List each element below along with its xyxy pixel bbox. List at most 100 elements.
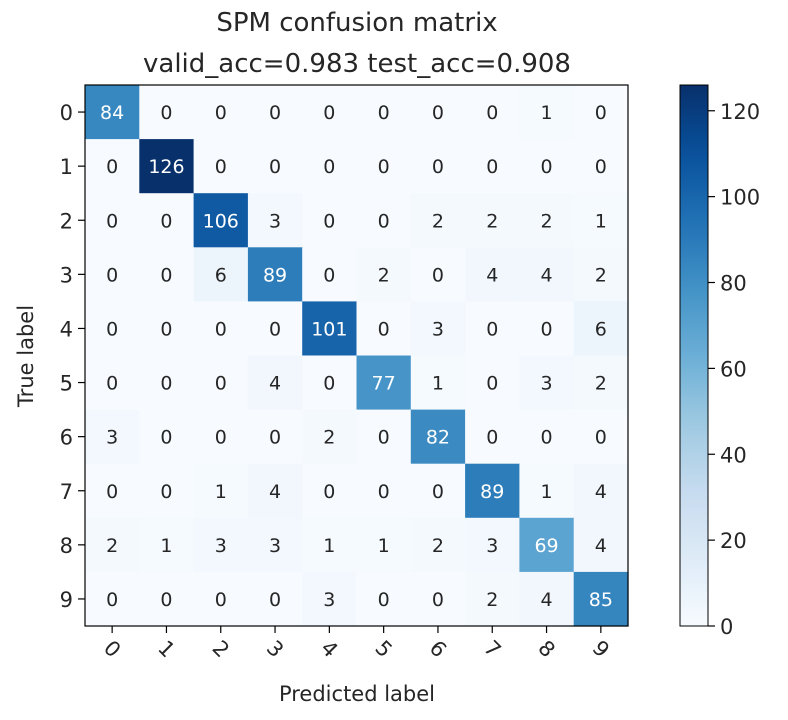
heatmap-cell: [519, 193, 575, 248]
heatmap-cell: [410, 463, 466, 519]
cell-value-label: 106: [203, 210, 239, 232]
cell-value-label: 0: [432, 102, 444, 124]
heatmap-cell: [302, 247, 358, 302]
heatmap-cell: [247, 193, 303, 248]
heatmap-cell: [410, 355, 466, 411]
cell-value-label: 84: [100, 102, 124, 124]
heatmap-cell: [410, 139, 466, 194]
cell-value-label: 0: [269, 156, 281, 178]
heatmap-cell: [139, 247, 195, 302]
colorbar-tick-label: 20: [720, 529, 747, 553]
cell-value-label: 0: [595, 102, 607, 124]
heatmap-cell: [139, 517, 195, 573]
colorbar: [679, 84, 709, 627]
heatmap-cell: [573, 517, 629, 573]
heatmap-cell: [193, 571, 249, 627]
heatmap-cell: [519, 355, 575, 411]
heatmap-cell: [85, 301, 140, 357]
heatmap-cell: [139, 85, 195, 140]
cell-value-label: 2: [595, 373, 607, 395]
cell-value-label: 1: [323, 535, 335, 557]
heatmap-cell: [519, 139, 575, 194]
cell-value-label: 3: [432, 318, 444, 340]
heatmap-cell: [247, 247, 303, 302]
cell-value-label: 0: [106, 373, 118, 395]
cell-value-label: 1: [541, 481, 553, 503]
cell-value-label: 0: [595, 427, 607, 449]
heatmap-cells: [85, 85, 629, 627]
heatmap-cell: [247, 85, 303, 140]
cell-value-label: 0: [378, 210, 390, 232]
cell-value-label: 0: [215, 373, 227, 395]
cell-value-label: 3: [215, 535, 227, 557]
heatmap-cell: [193, 247, 249, 302]
cell-value-label: 89: [263, 264, 287, 286]
cell-value-label: 2: [106, 535, 118, 557]
cell-value-label: 3: [486, 535, 498, 557]
cell-value-label: 0: [106, 156, 118, 178]
heatmap-cell: [302, 85, 358, 140]
x-axis-ticks: 0 1 2 3 4 5 6 7 8 9: [99, 626, 614, 662]
heatmap-cell: [519, 517, 575, 573]
cell-value-label: 0: [160, 264, 172, 286]
heatmap-cell: [85, 247, 140, 302]
x-tick-label: 0: [99, 636, 125, 662]
y-tick-label: 4: [60, 317, 73, 341]
heatmap-cell: [410, 301, 466, 357]
y-tick-label: 0: [60, 101, 73, 125]
heatmap-cell: [573, 463, 629, 519]
cell-value-label: 0: [215, 156, 227, 178]
cell-value-label: 4: [269, 481, 281, 503]
x-tick-label: 4: [316, 636, 342, 662]
cell-value-label: 126: [148, 156, 184, 178]
heatmap-cell: [302, 409, 358, 465]
cell-value-label: 0: [541, 318, 553, 340]
heatmap-cell: [302, 463, 358, 519]
heatmap-cell: [193, 139, 249, 194]
x-tick-label: 2: [208, 636, 234, 662]
heatmap-cell: [193, 301, 249, 357]
cell-value-label: 6: [595, 318, 607, 340]
cell-value-label: 0: [106, 318, 118, 340]
cell-value-label: 1: [432, 373, 444, 395]
colorbar-tick-label: 100: [720, 186, 760, 210]
heatmap-cell: [410, 193, 466, 248]
cell-value-label: 0: [486, 318, 498, 340]
heatmap-cell: [139, 301, 195, 357]
cell-value-label: 0: [378, 589, 390, 611]
cell-value-label: 4: [595, 481, 607, 503]
cell-value-label: 85: [589, 589, 613, 611]
heatmap-cell: [139, 571, 195, 627]
cell-value-label: 4: [269, 373, 281, 395]
heatmap-cell: [247, 571, 303, 627]
cell-value-label: 0: [160, 373, 172, 395]
heatmap-cell: [465, 193, 520, 248]
cell-value-label: 0: [323, 102, 335, 124]
heatmap-cell: [356, 85, 412, 140]
x-tick-label: 5: [370, 636, 396, 662]
cell-value-label: 0: [378, 318, 390, 340]
chart-subtitle: valid_acc=0.983 test_acc=0.908: [143, 49, 571, 79]
cell-value-label: 0: [432, 156, 444, 178]
cell-value-label: 82: [426, 427, 450, 449]
cell-value-label: 0: [106, 210, 118, 232]
heatmap-cell: [356, 301, 412, 357]
heatmap-cell: [85, 355, 140, 411]
cell-value-label: 2: [595, 264, 607, 286]
heatmap-cell: [356, 409, 412, 465]
heatmap-cell: [193, 517, 249, 573]
heatmap-cell: [247, 517, 303, 573]
chart-title: SPM confusion matrix: [216, 8, 497, 38]
cell-value-label: 0: [378, 102, 390, 124]
cell-value-label: 0: [160, 102, 172, 124]
cell-value-label: 0: [486, 427, 498, 449]
x-tick-label: 7: [479, 636, 505, 662]
cell-value-label: 2: [378, 264, 390, 286]
cell-value-label: 3: [323, 589, 335, 611]
heatmap-cell: [465, 85, 520, 140]
heatmap-cell: [573, 193, 629, 248]
colorbar-tick-label: 80: [720, 272, 747, 296]
heatmap-cell: [465, 409, 520, 465]
cell-value-label: 3: [541, 373, 553, 395]
